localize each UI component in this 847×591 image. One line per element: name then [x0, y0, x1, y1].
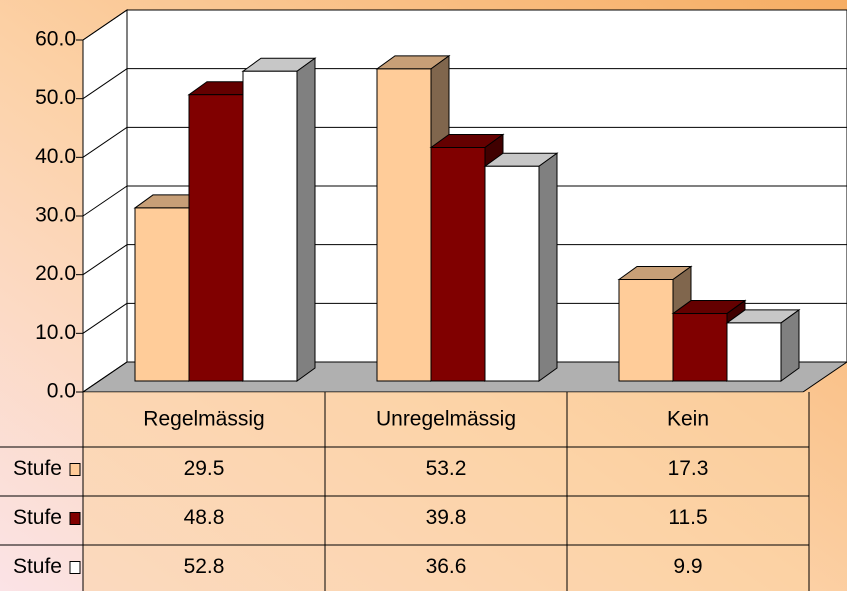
grid-line [82, 302, 128, 334]
bar [618, 279, 674, 382]
y-tick-label: 50.0 [35, 86, 76, 109]
y-tick-label: 30.0 [35, 204, 76, 227]
bar [376, 68, 432, 382]
grid-line [82, 126, 128, 158]
table-value: 29.5 [184, 457, 225, 480]
y-tick-label: 0.0 [47, 380, 76, 403]
table-value: 52.8 [184, 555, 225, 578]
legend-key [69, 463, 81, 476]
table-value: 53.2 [426, 457, 467, 480]
bar [242, 70, 298, 382]
category-label: Regelmässig [143, 408, 264, 431]
table-value: 39.8 [426, 506, 467, 529]
bar [134, 207, 190, 382]
bar [430, 147, 486, 382]
table-value: 11.5 [668, 506, 707, 529]
y-tick-label: 10.0 [35, 321, 76, 344]
grid-line [82, 244, 128, 276]
y-tick-label: 20.0 [35, 262, 76, 285]
bar-side [538, 152, 558, 382]
grid-line [82, 9, 128, 41]
table-value: 36.6 [426, 555, 467, 578]
y-tick-label: 40.0 [35, 145, 76, 168]
category-label: Unregelmässig [376, 408, 516, 431]
bar [484, 165, 540, 382]
series-name: Stufe [13, 506, 62, 529]
table-value: 9.9 [673, 555, 702, 578]
table-value: 48.8 [184, 506, 225, 529]
table-background [83, 392, 809, 591]
table-value: 17.3 [668, 457, 709, 480]
grid-line [82, 185, 128, 217]
y-tick-label: 60.0 [35, 28, 76, 51]
series-name: Stufe [13, 457, 62, 480]
legend-key [69, 561, 81, 574]
legend-key [69, 512, 81, 525]
grid-line [82, 68, 128, 100]
bar-side [296, 57, 316, 382]
bar [726, 322, 782, 382]
category-label: Kein [667, 408, 709, 431]
series-name: Stufe [13, 555, 62, 578]
bar [188, 94, 244, 382]
bar [672, 313, 728, 382]
grid-line [82, 361, 128, 393]
bar-side [780, 308, 800, 382]
